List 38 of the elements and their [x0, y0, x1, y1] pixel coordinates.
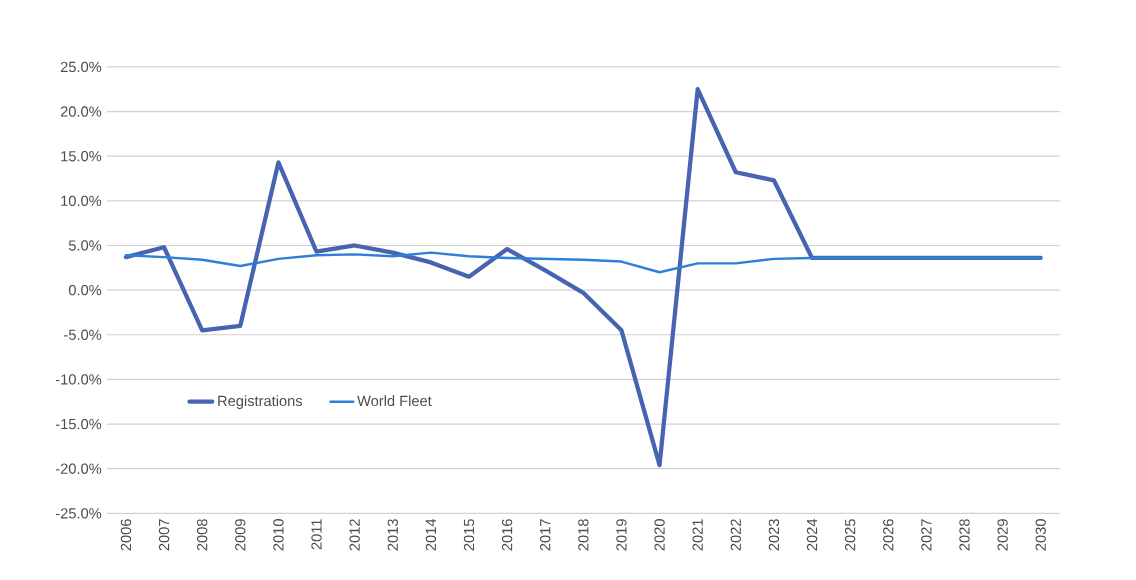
x-tick-label: 2010: [273, 518, 284, 551]
x-tick-label: 2018: [578, 519, 589, 551]
x-tick-label: 2016: [501, 519, 513, 551]
x-tick-label: 2008: [197, 519, 208, 551]
x-tick-label: 2013: [387, 519, 398, 551]
x-tick-label: 2011: [311, 519, 322, 550]
x-tick-label: 2022: [730, 519, 741, 551]
x-tick-label: 2023: [768, 519, 780, 551]
y-tick-label: 10.0%: [61, 195, 102, 206]
x-tick-label: 2029: [997, 519, 1008, 551]
x-tick-label: 2025: [844, 519, 856, 551]
x-tick-label: 2006: [120, 519, 132, 551]
y-tick-label: 25.0%: [60, 61, 102, 72]
y-tick-label: 5.0%: [68, 240, 102, 251]
legend-label: World Fleet: [357, 395, 432, 406]
x-tick-label: 2024: [806, 518, 818, 551]
x-tick-label: 2026: [883, 519, 894, 551]
y-tick-label: 20.0%: [60, 106, 102, 117]
x-tick-label: 2020: [654, 518, 665, 551]
y-tick-label: -20.0%: [55, 463, 102, 474]
x-tick-label: 2021: [692, 519, 703, 551]
y-tick-label: -25.0%: [55, 508, 102, 519]
x-tick-label: 2015: [463, 519, 475, 551]
legend-label: Registrations: [218, 395, 303, 409]
x-tick-label: 2012: [349, 519, 360, 551]
y-tick-label: -5.0%: [64, 329, 102, 340]
y-tick-label: -15.0%: [55, 418, 102, 430]
x-tick-label: 2017: [540, 519, 551, 551]
x-tick-label: 2014: [425, 518, 437, 551]
y-tick-label: 0.0%: [68, 284, 102, 296]
y-tick-label: -10.0%: [55, 374, 102, 385]
x-tick-label: 2009: [235, 519, 246, 551]
x-tick-label: 2027: [921, 519, 932, 551]
x-tick-label: 2030: [1035, 518, 1046, 551]
y-tick-label: 15.0%: [61, 150, 102, 162]
x-tick-label: 2028: [959, 519, 970, 551]
x-tick-label: 2007: [158, 519, 170, 551]
x-tick-label: 2019: [616, 519, 627, 551]
